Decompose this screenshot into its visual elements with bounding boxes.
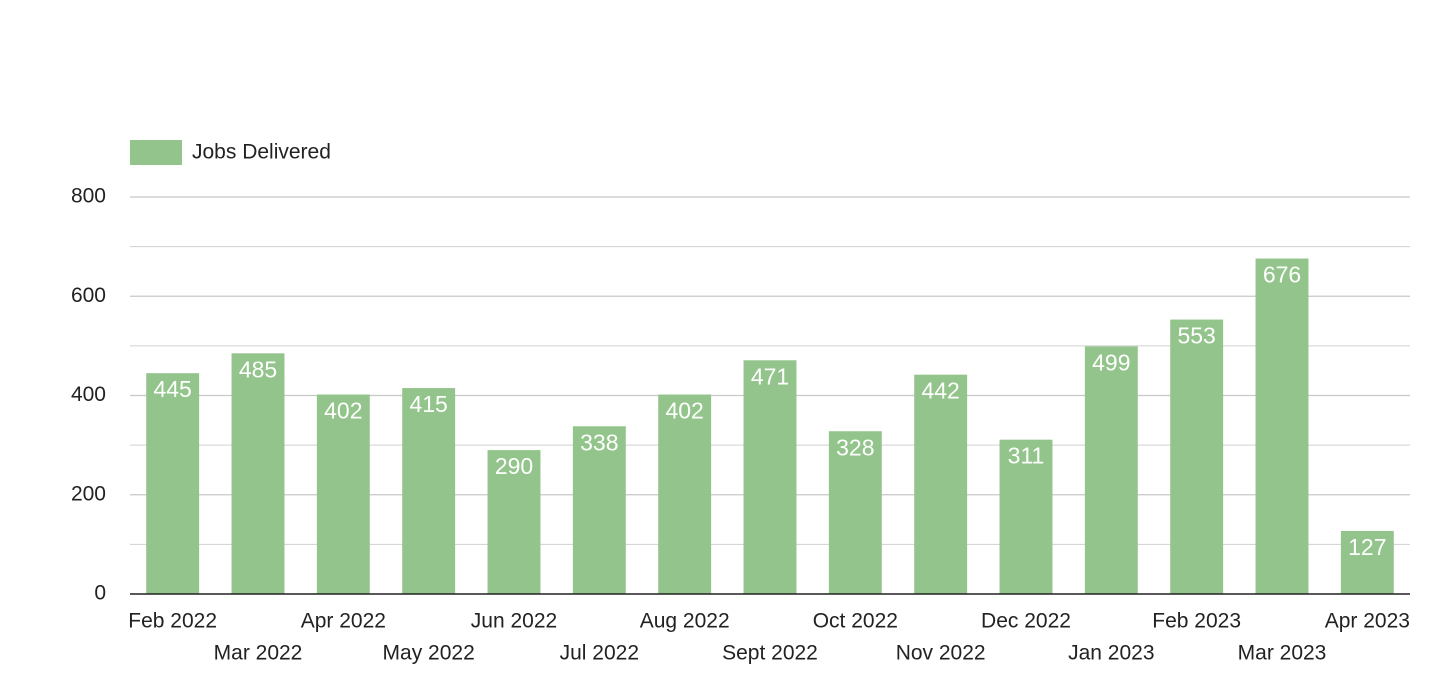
y-tick-label: 600 (71, 284, 106, 307)
bar (487, 450, 541, 594)
legend-label: Jobs Delivered (192, 141, 331, 164)
value-label: 471 (751, 363, 789, 389)
bar (231, 353, 285, 594)
y-tick-label: 200 (71, 482, 106, 505)
value-label: 445 (153, 376, 191, 402)
y-tick-label: 400 (71, 383, 106, 406)
bar (1340, 530, 1394, 594)
bar (572, 426, 626, 594)
x-tick-label: Nov 2022 (896, 642, 986, 665)
bar (1255, 258, 1309, 594)
y-tick-label: 800 (71, 185, 106, 208)
x-tick-label: Sept 2022 (722, 642, 818, 665)
value-label: 338 (580, 429, 618, 455)
x-tick-label: Mar 2023 (1238, 642, 1327, 665)
value-label: 402 (665, 398, 703, 424)
x-tick-label: Apr 2022 (301, 610, 386, 633)
x-tick-label: Jul 2022 (560, 642, 639, 665)
x-tick-label: Jun 2022 (471, 610, 557, 633)
value-label: 290 (495, 453, 533, 479)
value-label: 415 (409, 391, 447, 417)
bar (658, 394, 712, 594)
bar (146, 373, 200, 594)
bar (316, 394, 370, 594)
x-tick-label: May 2022 (383, 642, 475, 665)
bar (1084, 346, 1138, 594)
bar (914, 374, 968, 594)
x-tick-label: Dec 2022 (981, 610, 1071, 633)
x-tick-label: Jan 2023 (1068, 642, 1154, 665)
bar (743, 360, 797, 594)
x-tick-label: Apr 2023 (1325, 610, 1410, 633)
value-label: 402 (324, 398, 362, 424)
bar (828, 431, 882, 594)
x-tick-label: Feb 2023 (1152, 610, 1241, 633)
value-label: 499 (1092, 349, 1130, 375)
value-label: 676 (1263, 262, 1301, 288)
x-tick-label: Mar 2022 (214, 642, 303, 665)
x-tick-label: Aug 2022 (640, 610, 730, 633)
x-tick-label: Feb 2022 (128, 610, 217, 633)
value-label: 328 (836, 434, 874, 460)
bar (999, 439, 1053, 594)
bar (1170, 319, 1224, 594)
y-tick-label: 0 (94, 582, 106, 605)
x-tick-label: Oct 2022 (813, 610, 898, 633)
bar (402, 388, 456, 594)
value-label: 553 (1177, 323, 1215, 349)
value-label: 127 (1348, 534, 1386, 560)
value-label: 485 (239, 356, 277, 382)
value-label: 442 (921, 378, 959, 404)
legend-swatch (130, 140, 182, 165)
value-label: 311 (1008, 443, 1045, 469)
